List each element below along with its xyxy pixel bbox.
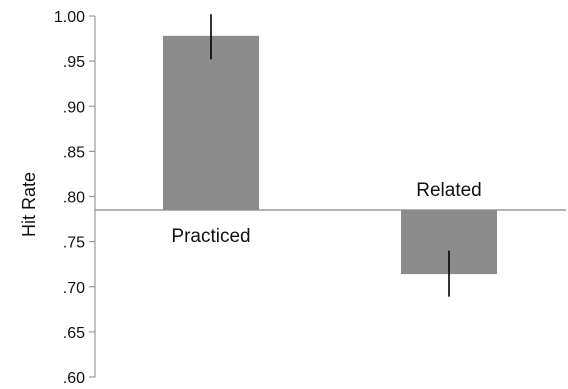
y-tick-label: .85 bbox=[63, 144, 85, 161]
y-tick-label: 1.00 bbox=[54, 9, 85, 26]
bars bbox=[163, 35, 497, 275]
category-label-practiced: Practiced bbox=[171, 226, 250, 247]
y-tick-label: .70 bbox=[63, 280, 85, 297]
y-tick-label: .65 bbox=[63, 325, 85, 342]
y-axis-title: Hit Rate bbox=[19, 172, 39, 237]
y-tick-label: .60 bbox=[63, 370, 85, 387]
category-labels: Practiced Related bbox=[171, 180, 481, 247]
bar-practiced bbox=[163, 35, 259, 211]
y-tick-label: .90 bbox=[63, 99, 85, 116]
category-label-related: Related bbox=[416, 180, 482, 201]
error-bars bbox=[210, 14, 450, 297]
y-tick-label: .75 bbox=[63, 235, 85, 252]
y-tick-label: .95 bbox=[63, 54, 85, 71]
y-ticks: 1.00 .95 .90 .85 .80 .75 .70 .65 .60 bbox=[54, 9, 95, 387]
y-tick-label: .80 bbox=[63, 190, 85, 207]
